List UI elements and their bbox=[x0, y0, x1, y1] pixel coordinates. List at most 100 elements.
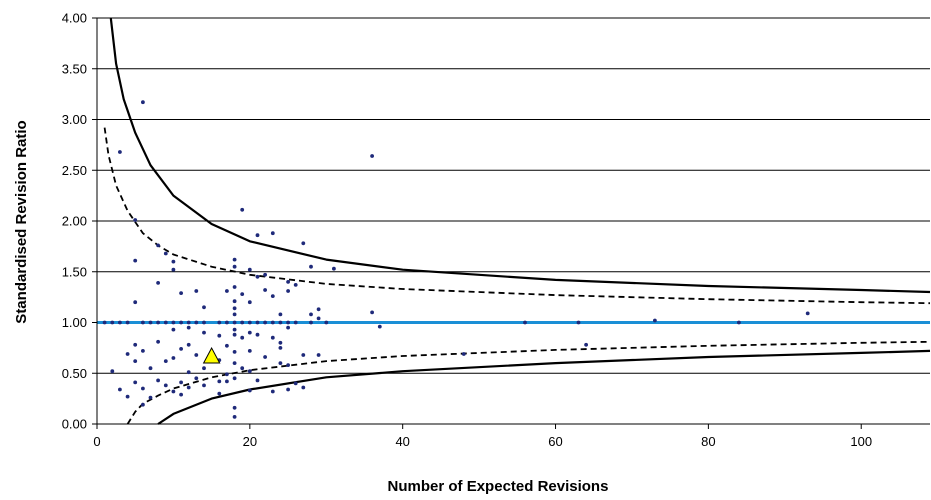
data-point bbox=[186, 385, 191, 390]
data-point bbox=[270, 389, 275, 394]
data-point bbox=[232, 306, 237, 311]
data-point bbox=[225, 320, 229, 325]
data-point bbox=[309, 264, 313, 269]
data-point bbox=[156, 243, 161, 248]
y-tick-label: 2.50 bbox=[62, 163, 87, 178]
data-point bbox=[247, 330, 252, 335]
data-point bbox=[179, 347, 184, 351]
data-point bbox=[125, 394, 130, 399]
data-point bbox=[737, 320, 741, 325]
data-point bbox=[194, 353, 199, 357]
data-point bbox=[286, 289, 290, 293]
data-point bbox=[225, 379, 229, 384]
data-point bbox=[653, 318, 657, 323]
x-axis-title: Number of Expected Revisions bbox=[388, 478, 609, 495]
x-tick-label: 20 bbox=[243, 434, 257, 449]
data-point bbox=[133, 300, 138, 305]
data-point bbox=[286, 363, 290, 367]
data-point bbox=[293, 283, 298, 287]
data-point bbox=[286, 280, 290, 284]
data-point bbox=[247, 320, 252, 325]
data-point bbox=[202, 305, 206, 310]
data-point bbox=[240, 320, 245, 325]
data-point bbox=[247, 349, 252, 353]
data-point bbox=[217, 391, 222, 396]
data-point bbox=[523, 320, 527, 325]
data-point bbox=[133, 342, 138, 347]
data-point bbox=[576, 320, 581, 325]
data-point bbox=[156, 320, 161, 325]
y-tick-label: 3.50 bbox=[62, 61, 87, 76]
data-points bbox=[102, 100, 810, 419]
data-point bbox=[301, 353, 306, 357]
data-point bbox=[232, 327, 237, 332]
data-point bbox=[163, 383, 168, 388]
upper-outer-limit bbox=[109, 17, 931, 294]
data-point bbox=[163, 251, 168, 256]
data-point bbox=[270, 335, 275, 340]
data-point bbox=[194, 289, 199, 293]
data-point bbox=[179, 380, 184, 385]
data-point bbox=[141, 320, 145, 325]
upper-inner-limit bbox=[103, 127, 931, 305]
data-point bbox=[232, 312, 237, 317]
y-tick-labels: 0.00 0.50 1.00 1.50 2.00 2.50 3.00 3.50 4.00 bbox=[62, 11, 87, 432]
data-point bbox=[232, 257, 237, 262]
data-point bbox=[186, 342, 191, 347]
data-point bbox=[148, 395, 153, 400]
data-point bbox=[301, 385, 306, 390]
data-point bbox=[286, 320, 290, 325]
data-point bbox=[255, 274, 260, 279]
y-axis-title: Standardised Revision Ratio bbox=[13, 120, 30, 323]
data-point bbox=[217, 333, 222, 338]
data-point bbox=[247, 388, 252, 393]
data-point bbox=[171, 267, 176, 272]
data-point bbox=[232, 332, 237, 337]
data-point bbox=[118, 320, 122, 325]
data-point bbox=[247, 369, 252, 374]
data-point bbox=[316, 353, 321, 357]
data-point bbox=[171, 259, 176, 264]
data-point bbox=[263, 288, 267, 292]
data-point bbox=[125, 320, 130, 325]
data-point bbox=[240, 207, 245, 212]
data-point bbox=[110, 369, 115, 374]
data-point bbox=[171, 356, 176, 360]
data-point bbox=[133, 380, 138, 385]
data-point bbox=[232, 299, 237, 304]
data-point bbox=[148, 366, 153, 371]
data-point bbox=[247, 267, 252, 272]
x-tick-label: 60 bbox=[548, 434, 562, 449]
data-point bbox=[278, 312, 283, 317]
data-point bbox=[217, 320, 222, 325]
data-point bbox=[141, 349, 145, 353]
data-point bbox=[240, 292, 245, 296]
data-point bbox=[255, 378, 260, 383]
data-point bbox=[240, 335, 245, 340]
data-point bbox=[225, 343, 229, 348]
data-point bbox=[217, 379, 222, 384]
data-point bbox=[278, 346, 283, 350]
data-point bbox=[202, 383, 206, 388]
data-point bbox=[286, 387, 290, 392]
data-point bbox=[232, 350, 237, 354]
data-point bbox=[805, 311, 810, 316]
highlight-triangle bbox=[202, 346, 221, 364]
data-point bbox=[148, 320, 153, 325]
data-point bbox=[270, 231, 275, 236]
y-tick-label: 1.50 bbox=[62, 264, 87, 279]
data-point bbox=[232, 320, 237, 325]
data-point bbox=[309, 320, 313, 325]
data-point bbox=[171, 327, 176, 332]
x-tick-label: 40 bbox=[395, 434, 409, 449]
data-point bbox=[118, 387, 122, 392]
data-point bbox=[255, 320, 260, 325]
data-point bbox=[255, 233, 260, 238]
data-point bbox=[118, 150, 122, 154]
data-point bbox=[232, 415, 237, 419]
data-point bbox=[316, 307, 321, 312]
data-point bbox=[163, 359, 168, 363]
data-point bbox=[232, 285, 237, 289]
data-point bbox=[263, 355, 267, 359]
